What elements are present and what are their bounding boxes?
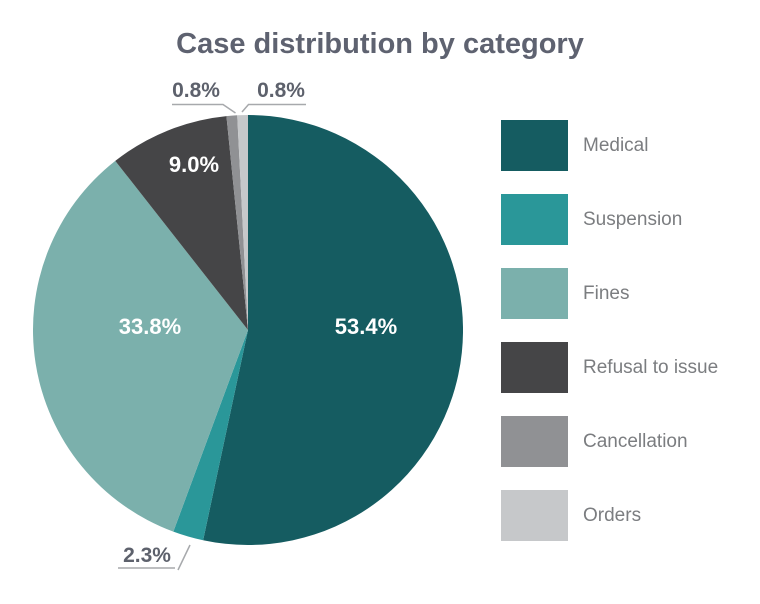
pie-svg — [33, 115, 463, 545]
legend-label-orders: Orders — [583, 504, 642, 526]
legend-swatch-orders — [501, 490, 568, 541]
legend-swatch-fines — [501, 268, 568, 319]
slice-label-medical: 53.4% — [334, 314, 398, 339]
legend-item-suspension: Suspension — [501, 194, 718, 245]
legend-item-orders: Orders — [501, 490, 718, 541]
legend-swatch-refusal-to-issue — [501, 342, 568, 393]
legend-swatch-medical — [501, 120, 568, 171]
legend-item-refusal-to-issue: Refusal to issue — [501, 342, 718, 393]
pie-slice-refusal-to-issue — [115, 116, 249, 330]
pie-slice-cancellation — [226, 115, 248, 331]
legend-label-medical: Medical — [583, 134, 649, 156]
pie-slice-suspension — [173, 330, 248, 541]
legend-swatch-cancellation — [501, 416, 568, 467]
legend: Medical Suspension Fines Refusal to issu… — [501, 120, 718, 541]
slice-label-orders: 0.8% — [257, 79, 305, 102]
legend-item-medical: Medical — [501, 120, 718, 171]
leader-line-orders — [241, 103, 306, 113]
legend-label-suspension: Suspension — [583, 208, 683, 230]
slice-label-refusal-to-issue: 9.0% — [168, 152, 220, 177]
pie-slice-medical — [203, 115, 463, 545]
leader-slash-suspension — [177, 544, 191, 571]
legend-label-refusal-to-issue: Refusal to issue — [583, 356, 719, 378]
pie-slice-fines — [33, 160, 248, 532]
leader-line-cancellation — [172, 103, 236, 114]
pie-chart — [33, 115, 463, 545]
legend-item-fines: Fines — [501, 268, 718, 319]
legend-label-cancellation: Cancellation — [583, 430, 688, 452]
pie-slice-orders — [237, 115, 248, 330]
slice-label-cancellation: 0.8% — [172, 79, 220, 102]
legend-item-cancellation: Cancellation — [501, 416, 718, 467]
legend-label-fines: Fines — [583, 282, 630, 304]
chart-title: Case distribution by category — [176, 28, 584, 60]
legend-swatch-suspension — [501, 194, 568, 245]
slice-label-suspension: 2.3% — [123, 544, 171, 567]
slice-label-fines: 33.8% — [118, 314, 182, 339]
